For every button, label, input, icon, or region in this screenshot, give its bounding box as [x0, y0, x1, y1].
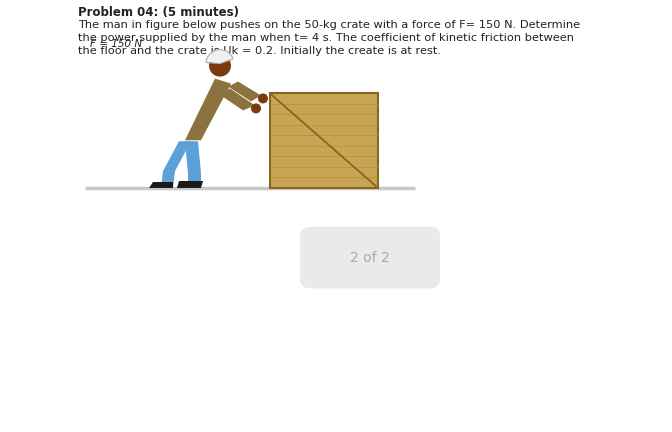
Polygon shape: [149, 182, 173, 188]
Polygon shape: [218, 89, 255, 111]
Bar: [270, 93, 378, 188]
Polygon shape: [185, 79, 231, 140]
Text: the floor and the crate is Uk = 0.2. Initially the create is at rest.: the floor and the crate is Uk = 0.2. Ini…: [78, 46, 441, 56]
Polygon shape: [163, 141, 191, 171]
Polygon shape: [177, 181, 203, 188]
Polygon shape: [228, 82, 261, 102]
Polygon shape: [161, 171, 175, 188]
Text: the power supplied by the man when t= 4 s. The coefficient of kinetic friction b: the power supplied by the man when t= 4 …: [78, 33, 574, 43]
Text: The man in figure below pushes on the 50-kg crate with a force of F= 150 N. Dete: The man in figure below pushes on the 50…: [78, 20, 580, 30]
Text: F = 150 N: F = 150 N: [90, 39, 142, 49]
Circle shape: [251, 103, 261, 113]
Polygon shape: [185, 141, 201, 173]
Text: 2 of 2: 2 of 2: [350, 251, 390, 264]
Circle shape: [209, 55, 231, 76]
Wedge shape: [206, 50, 233, 64]
Bar: [155, 386, 171, 402]
Circle shape: [258, 93, 268, 103]
Polygon shape: [188, 173, 201, 188]
FancyBboxPatch shape: [300, 227, 440, 289]
Text: Problem 04: (5 minutes): Problem 04: (5 minutes): [78, 6, 239, 19]
